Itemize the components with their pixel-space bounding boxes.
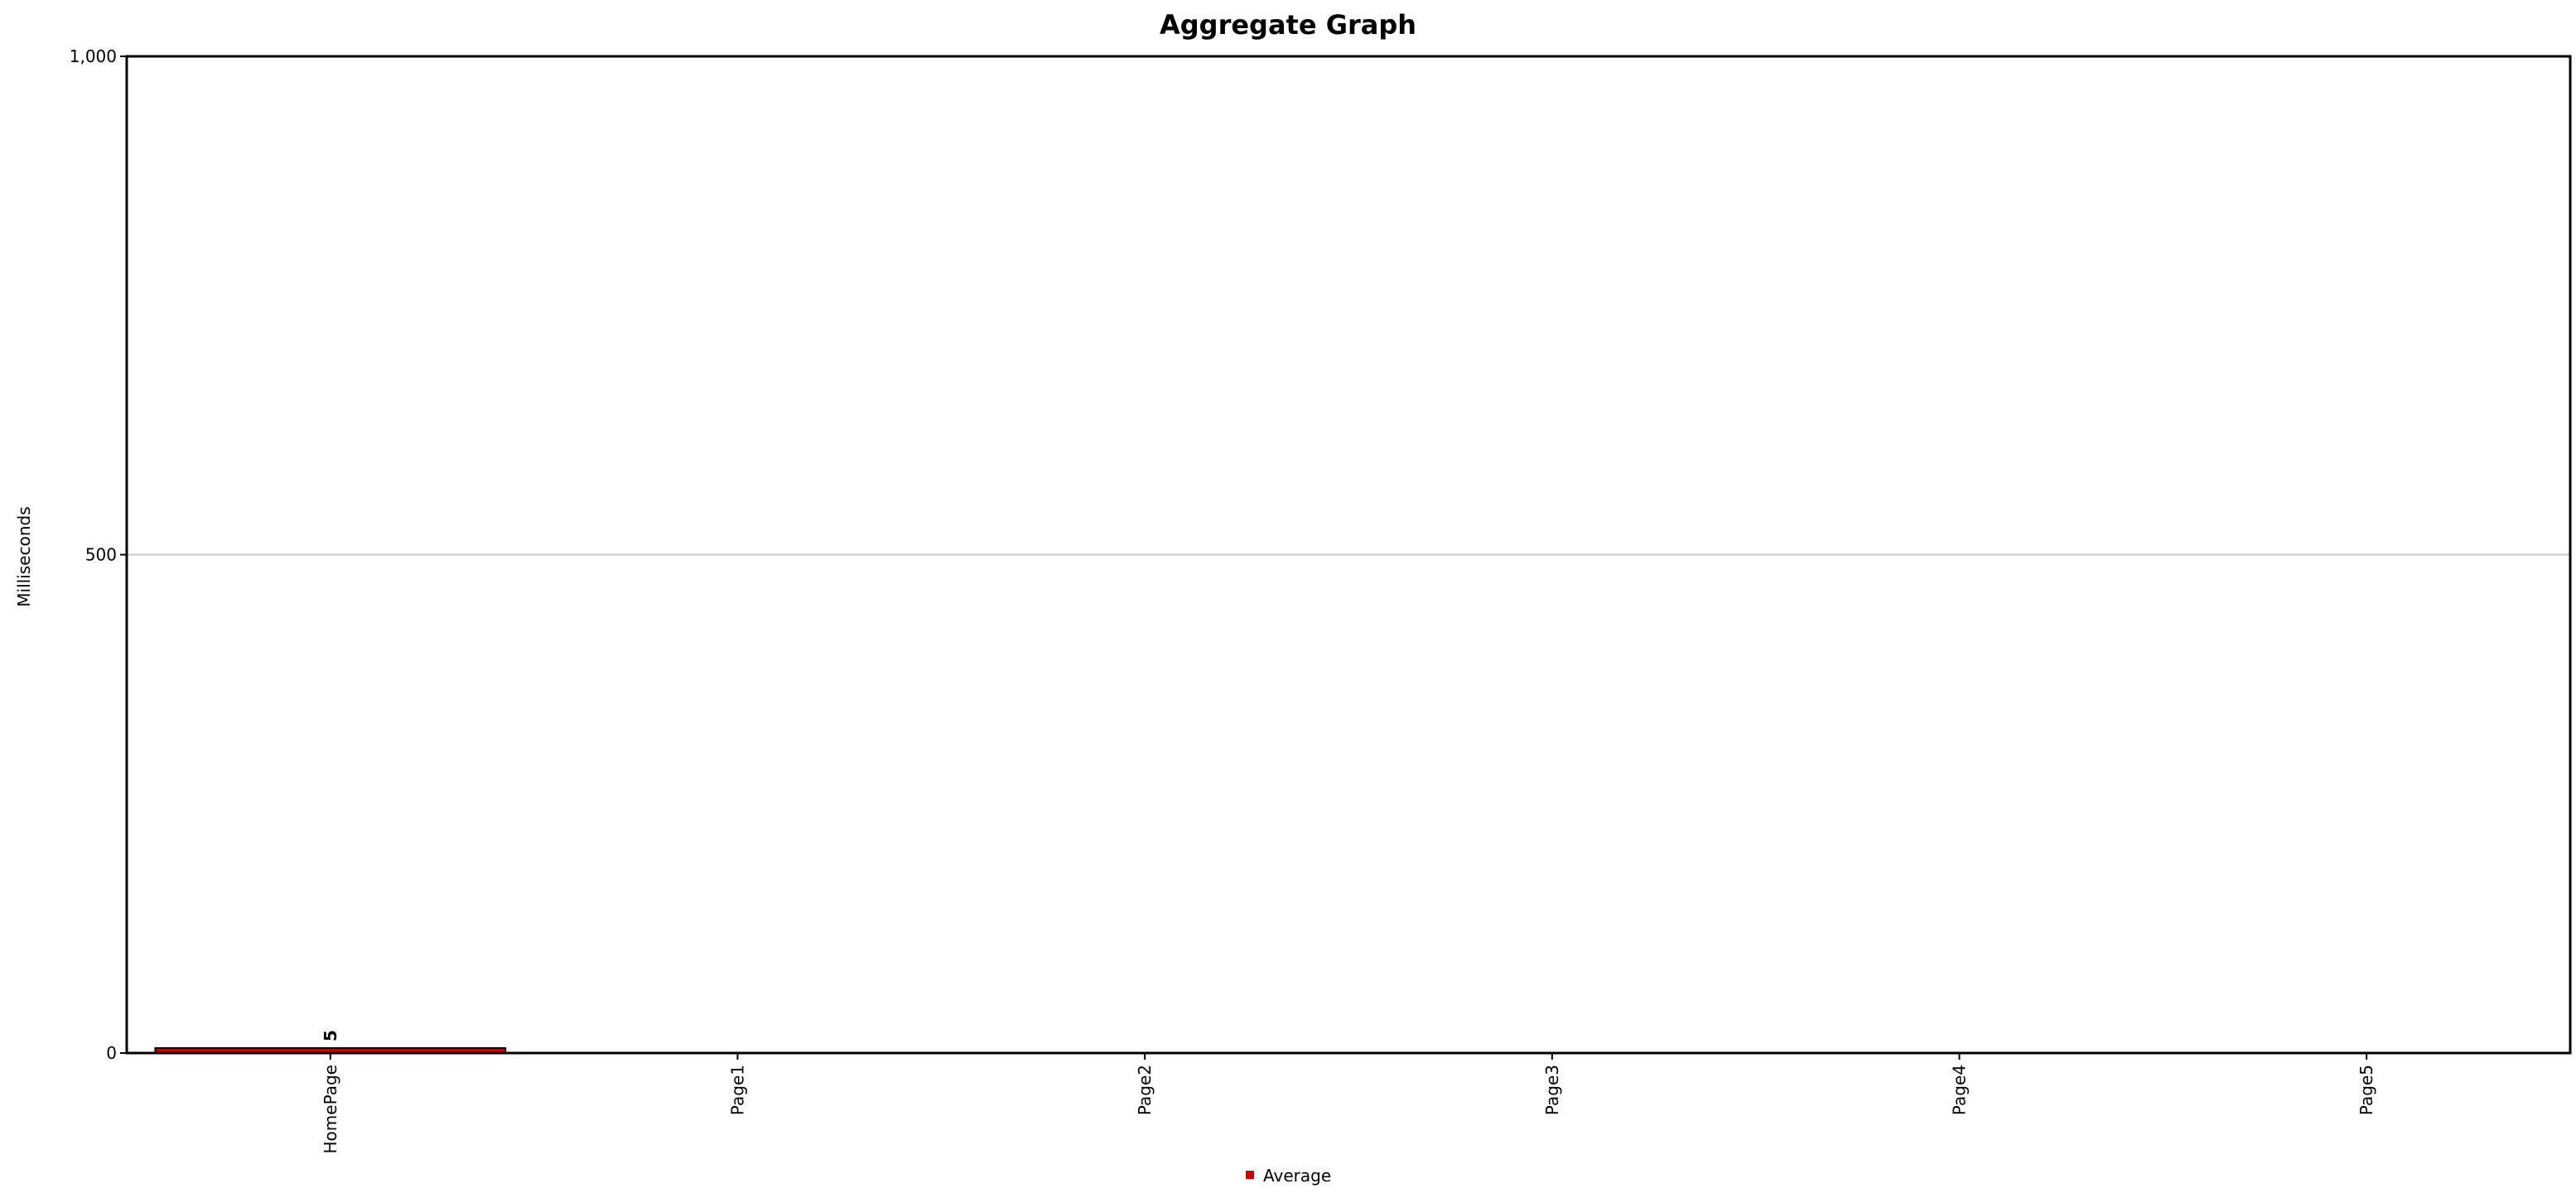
legend-swatch-average (1246, 1171, 1254, 1179)
x-tick-label: Page1 (728, 1065, 748, 1115)
plot-area-border (125, 55, 2572, 1055)
x-tick-label: Page5 (2357, 1065, 2376, 1115)
x-axis-ticks: HomePage Page1 Page2 Page3 Page4 Page5 (321, 1053, 2376, 1153)
y-tick-label: 500 (85, 545, 117, 565)
x-tick-label: Page3 (1542, 1065, 1562, 1115)
y-tick-label: 0 (106, 1043, 117, 1063)
y-axis-label: Milliseconds (14, 506, 34, 606)
data-labels: 5 (321, 1030, 340, 1041)
y-tick-label: 1,000 (70, 46, 117, 66)
x-tick-label: Page2 (1135, 1065, 1155, 1115)
legend-label-average: Average (1263, 1166, 1331, 1186)
data-label-homepage: 5 (321, 1030, 340, 1041)
x-tick-label: Page4 (1950, 1065, 1970, 1115)
y-axis-ticks: 0 500 1,000 (70, 46, 127, 1063)
x-tick-label: HomePage (321, 1065, 340, 1153)
chart-title: Aggregate Graph (1160, 9, 1416, 41)
legend: Average (1246, 1166, 1331, 1186)
